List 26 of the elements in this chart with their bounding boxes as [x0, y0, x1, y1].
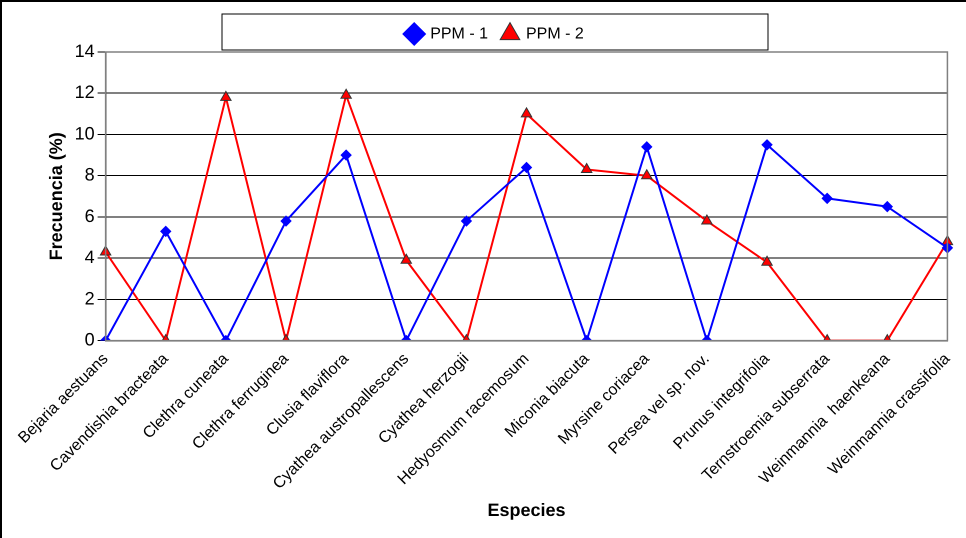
- point: [280, 216, 292, 227]
- y-tick-label: 12: [74, 82, 95, 102]
- point: [761, 256, 773, 266]
- point: [400, 254, 412, 264]
- point: [641, 169, 652, 180]
- legend-label: PPM - 2: [526, 25, 584, 42]
- point: [822, 192, 833, 204]
- point: [460, 216, 472, 227]
- y-axis-title: Frecuencia (%): [46, 132, 66, 260]
- y-tick-label: 8: [84, 164, 95, 185]
- point: [160, 226, 172, 237]
- point: [701, 214, 713, 225]
- y-tick-label: 4: [84, 247, 95, 268]
- legend-label: PPM - 1: [430, 25, 488, 42]
- x-axis-title: Especies: [487, 500, 566, 520]
- point: [762, 139, 773, 150]
- point: [641, 141, 652, 152]
- point: [882, 201, 893, 212]
- y-tick-label: 0: [84, 330, 95, 350]
- y-tick-label: 2: [84, 288, 95, 308]
- y-tick-label: 10: [74, 123, 95, 144]
- y-tick-label: 14: [74, 40, 95, 61]
- point: [521, 162, 532, 173]
- point: [340, 150, 352, 161]
- point: [580, 163, 592, 174]
- y-tick-label: 6: [84, 206, 95, 226]
